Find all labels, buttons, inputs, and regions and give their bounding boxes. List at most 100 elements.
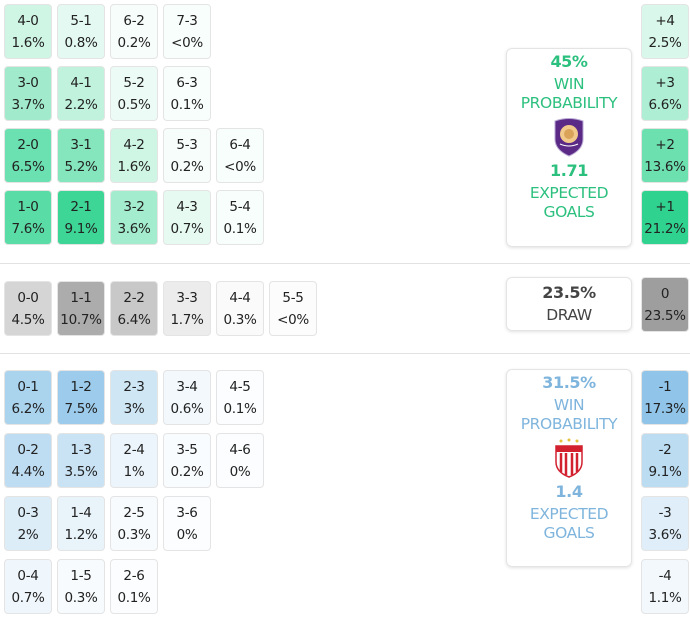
score-label: 2-6	[123, 567, 145, 584]
probability-label: 7.6%	[11, 220, 45, 237]
score-label: 0-0	[17, 289, 39, 306]
scoreline-cell: 3-4 0.6%	[163, 370, 211, 425]
scoreline-cell: 5-1 0.8%	[57, 4, 105, 59]
scoreline-cell: 4-2 1.6%	[110, 128, 158, 183]
probability-label: 0.1%	[170, 96, 204, 113]
probability-label: 6.6%	[648, 96, 682, 113]
probability-label: 0.7%	[170, 220, 204, 237]
score-label: 5-1	[70, 12, 92, 29]
scoreline-cell: 0-4 0.7%	[4, 559, 52, 614]
goal-margin-cell: -3 3.6%	[641, 496, 689, 551]
score-label: 2-5	[123, 504, 145, 521]
home-team-card: 45% WIN PROBABILITY 1.71 EXPECTED GOALS	[506, 48, 632, 247]
probability-label: 9.1%	[648, 463, 682, 480]
probability-label: 0.3%	[223, 311, 257, 328]
score-label: 3-4	[176, 378, 198, 395]
score-label: 6-4	[229, 136, 251, 153]
probability-label: 21.2%	[644, 220, 686, 237]
score-label: 5-4	[229, 198, 251, 215]
score-label: 2-4	[123, 441, 145, 458]
score-label: 3-0	[17, 74, 39, 91]
probability-label: 10.7%	[60, 311, 102, 328]
scoreline-cell: 6-4 <0%	[216, 128, 264, 183]
probability-label: 0.3%	[117, 526, 151, 543]
scoreline-cell: 1-4 1.2%	[57, 496, 105, 551]
scoreline-cell: 5-4 0.1%	[216, 190, 264, 245]
away-xg-label: EXPECTED	[529, 505, 609, 523]
draw-label: DRAW	[546, 306, 592, 324]
probability-label: 3.7%	[11, 96, 45, 113]
goal-margin-cell: -2 9.1%	[641, 433, 689, 488]
probability-label: 2.5%	[648, 34, 682, 51]
score-label: 4-2	[123, 136, 145, 153]
necaxa-logo-icon	[555, 438, 583, 478]
goal-margin-cell: 0 23.5%	[641, 277, 689, 332]
probability-label: 6.5%	[11, 158, 45, 175]
probability-label: 0%	[229, 463, 251, 480]
probability-label: 1.7%	[170, 311, 204, 328]
home-win-label: WIN	[553, 75, 585, 93]
probability-label: 1.6%	[117, 158, 151, 175]
score-label: -1	[658, 378, 672, 395]
score-label: 1-5	[70, 567, 92, 584]
scoreline-cell: 1-3 3.5%	[57, 433, 105, 488]
scoreline-cell: 4-6 0%	[216, 433, 264, 488]
home-xg-label: GOALS	[543, 203, 595, 221]
scoreline-cell: 2-0 6.5%	[4, 128, 52, 183]
scoreline-cell: 7-3 <0%	[163, 4, 211, 59]
score-label: 2-3	[123, 378, 145, 395]
probability-label: 2.2%	[64, 96, 98, 113]
scoreline-cell: 2-1 9.1%	[57, 190, 105, 245]
scoreline-cell: 5-3 0.2%	[163, 128, 211, 183]
scoreline-cell: 3-1 5.2%	[57, 128, 105, 183]
scoreline-cell: 4-5 0.1%	[216, 370, 264, 425]
goal-margin-cell: +2 13.6%	[641, 128, 689, 183]
scoreline-cell: 3-6 0%	[163, 496, 211, 551]
score-label: 0-3	[17, 504, 39, 521]
probability-label: 0.6%	[170, 400, 204, 417]
goal-margin-cell: +4 2.5%	[641, 4, 689, 59]
probability-label: 3.5%	[64, 463, 98, 480]
probability-label: 6.4%	[117, 311, 151, 328]
probability-label: 1.6%	[11, 34, 45, 51]
scoreline-cell: 2-6 0.1%	[110, 559, 158, 614]
scoreline-cell: 6-3 0.1%	[163, 66, 211, 121]
score-label: 4-4	[229, 289, 251, 306]
probability-label: 6.2%	[11, 400, 45, 417]
away-expected-goals: 1.4	[555, 482, 583, 501]
away-team-card: 31.5% WIN PROBABILITY 1.4 EXPECTED GOALS	[506, 369, 632, 567]
score-label: 7-3	[176, 12, 198, 29]
scoreline-cell: 5-2 0.5%	[110, 66, 158, 121]
score-label: 0-2	[17, 441, 39, 458]
probability-label: 0.1%	[223, 220, 257, 237]
score-label: 4-5	[229, 378, 251, 395]
probability-label: 0.3%	[64, 589, 98, 606]
score-label: -2	[658, 441, 672, 458]
score-label: 0-1	[17, 378, 39, 395]
probability-label: 17.3%	[644, 400, 686, 417]
scoreline-cell: 2-3 3%	[110, 370, 158, 425]
probability-label: 1%	[123, 463, 145, 480]
scoreline-cell: 2-4 1%	[110, 433, 158, 488]
score-label: 4-0	[17, 12, 39, 29]
score-label: 1-0	[17, 198, 39, 215]
away-win-pct: 31.5%	[542, 373, 596, 392]
scoreline-cell: 0-2 4.4%	[4, 433, 52, 488]
probability-label: 0.1%	[117, 589, 151, 606]
scoreline-cell: 3-3 1.7%	[163, 281, 211, 336]
scoreline-cell: 5-5 <0%	[269, 281, 317, 336]
away-win-label: WIN	[553, 396, 585, 414]
scoreline-cell: 1-5 0.3%	[57, 559, 105, 614]
scoreline-cell: 0-1 6.2%	[4, 370, 52, 425]
score-label: 2-2	[123, 289, 145, 306]
score-label: 1-1	[70, 289, 92, 306]
score-label: 1-3	[70, 441, 92, 458]
away-xg-label: GOALS	[543, 524, 595, 542]
probability-label: 4.4%	[11, 463, 45, 480]
probability-label: 0.1%	[223, 400, 257, 417]
score-label: 0	[660, 285, 670, 302]
probability-label: 0.7%	[11, 589, 45, 606]
score-label: +2	[655, 136, 675, 153]
probability-label: 0.2%	[170, 158, 204, 175]
probability-label: 3.6%	[648, 526, 682, 543]
